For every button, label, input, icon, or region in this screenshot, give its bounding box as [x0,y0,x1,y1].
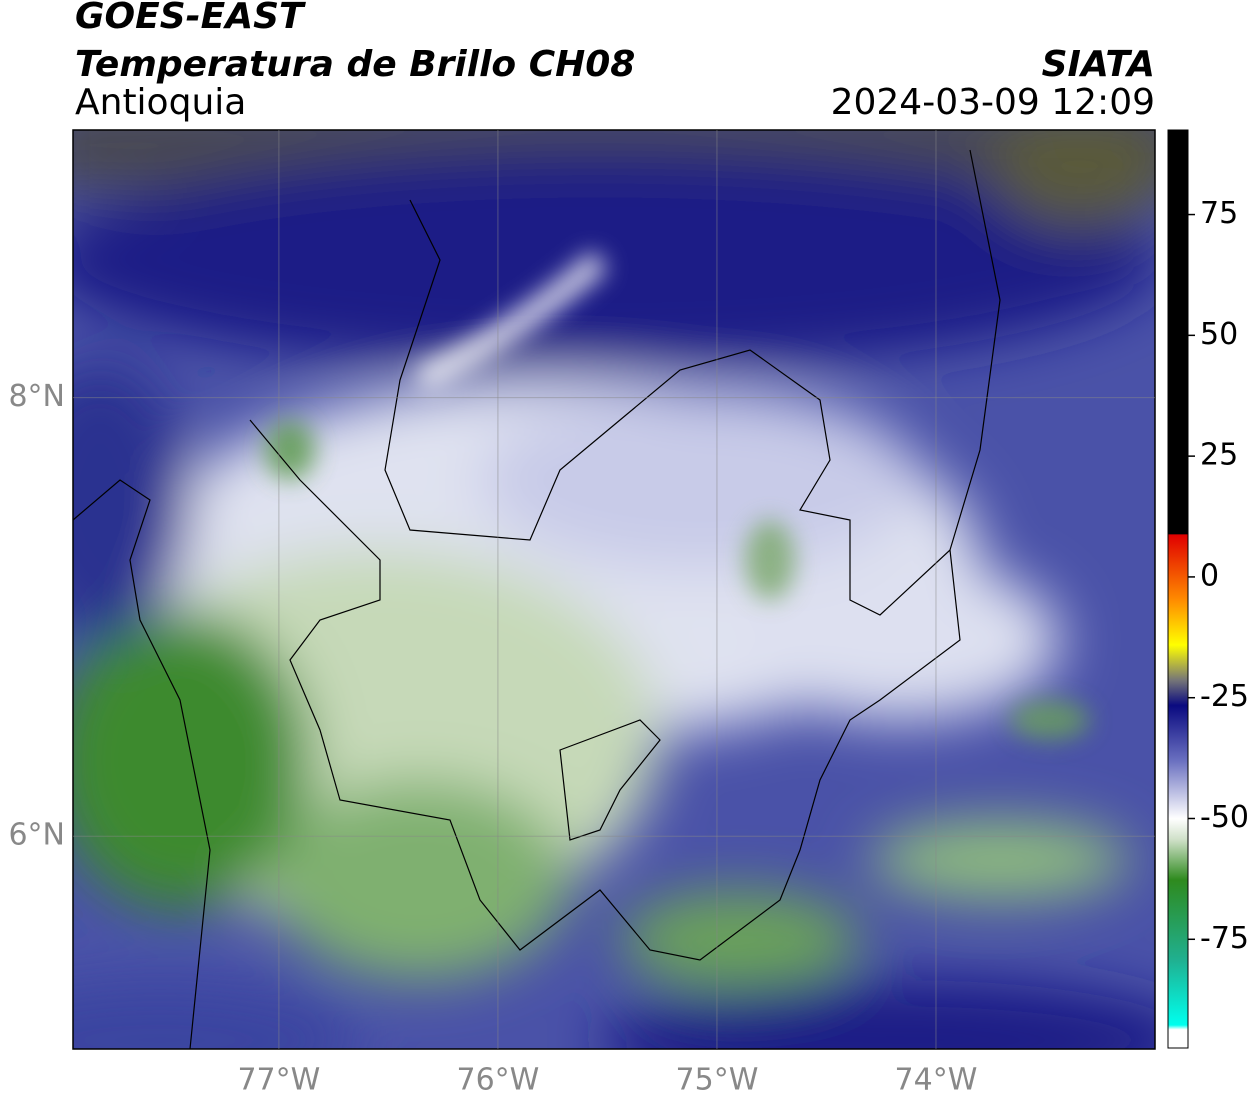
source: SIATA [1042,44,1155,85]
x-tick-label: 77°W [237,1063,320,1098]
boundaries [72,149,1001,1050]
datetime: 2024-03-09 12:09 [831,82,1155,123]
colorbar-tick-label: 25 [1200,438,1238,473]
map-frame [72,129,1156,1050]
colorbar-tick-label: -75 [1200,921,1249,956]
x-tick-label: 75°W [676,1063,759,1098]
colorbar-tick-label: 50 [1200,317,1238,352]
colorbar-tick-label: 75 [1200,196,1238,231]
title: GOES-EAST [75,0,306,37]
x-tick-label: 74°W [895,1063,978,1098]
colorbar [1167,129,1189,1049]
region: Antioquia [75,82,246,123]
colorbar-tick-label: 0 [1200,558,1219,593]
colorbar-tick-label: -25 [1200,679,1249,714]
y-tick-label: 8°N [8,379,65,414]
imagery [73,130,1155,1049]
subtitle: Temperatura de Brillo CH08 [75,44,635,85]
colorbar-tick-label: -50 [1200,800,1249,835]
x-tick-label: 76°W [456,1063,539,1098]
y-tick-label: 6°N [8,818,65,853]
